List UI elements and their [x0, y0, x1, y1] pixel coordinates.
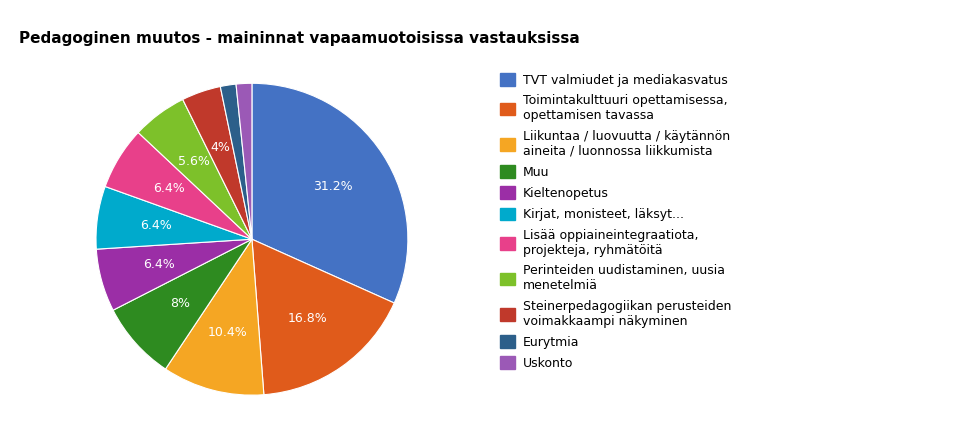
Wedge shape — [96, 239, 252, 310]
Legend: TVT valmiudet ja mediakasvatus, Toimintakulttuuri opettamisessa,
opettamisen tav: TVT valmiudet ja mediakasvatus, Toiminta… — [500, 73, 732, 370]
Text: Pedagoginen muutos - maininnat vapaamuotoisissa vastauksissa: Pedagoginen muutos - maininnat vapaamuot… — [19, 31, 580, 46]
Text: 5.6%: 5.6% — [178, 155, 210, 168]
Wedge shape — [166, 239, 264, 395]
Wedge shape — [236, 83, 252, 239]
Text: 6.4%: 6.4% — [142, 258, 174, 272]
Text: 16.8%: 16.8% — [288, 312, 328, 325]
Text: 4%: 4% — [210, 141, 231, 154]
Text: 6.4%: 6.4% — [141, 219, 172, 232]
Text: 6.4%: 6.4% — [154, 182, 185, 195]
Text: 31.2%: 31.2% — [313, 180, 353, 193]
Wedge shape — [96, 187, 252, 249]
Wedge shape — [139, 100, 252, 239]
Wedge shape — [113, 239, 252, 369]
Wedge shape — [252, 83, 408, 303]
Wedge shape — [220, 84, 252, 239]
Text: 8%: 8% — [170, 297, 190, 310]
Wedge shape — [183, 86, 252, 239]
Wedge shape — [106, 132, 252, 239]
Wedge shape — [252, 239, 394, 395]
Text: 10.4%: 10.4% — [207, 326, 247, 339]
